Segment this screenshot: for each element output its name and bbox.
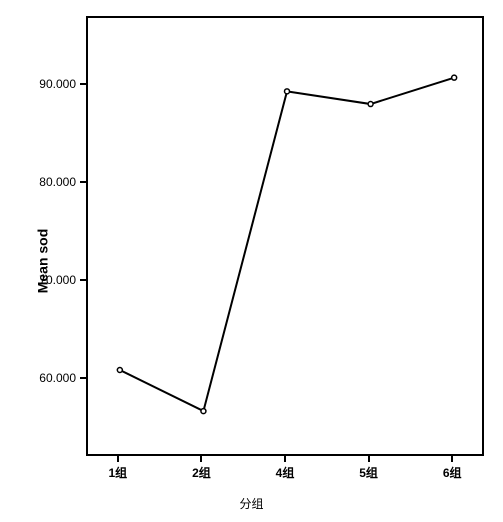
x-tick-label: 5组 (359, 464, 378, 481)
chart-container: Mean sod 分组 60.00070.00080.00090.0001组2组… (8, 8, 495, 514)
plot-area (86, 16, 484, 456)
data-point-marker (285, 89, 290, 94)
data-point-marker (201, 409, 206, 414)
x-axis-title: 分组 (239, 495, 263, 512)
x-tick-label: 4组 (276, 464, 295, 481)
x-tick-mark (368, 456, 370, 462)
data-point-marker (117, 368, 122, 373)
data-point-marker (368, 102, 373, 107)
y-tick-mark (80, 377, 86, 379)
y-tick-mark (80, 181, 86, 183)
x-tick-label: 2组 (192, 464, 211, 481)
x-tick-mark (117, 456, 119, 462)
y-tick-label: 70.000 (39, 273, 76, 287)
x-tick-mark (284, 456, 286, 462)
series-line (120, 78, 454, 411)
x-tick-mark (451, 456, 453, 462)
x-tick-label: 1组 (108, 464, 127, 481)
line-series (88, 18, 486, 458)
y-tick-mark (80, 279, 86, 281)
y-tick-mark (80, 83, 86, 85)
y-tick-label: 60.000 (39, 371, 76, 385)
x-tick-mark (200, 456, 202, 462)
y-tick-label: 80.000 (39, 175, 76, 189)
y-tick-label: 90.000 (39, 77, 76, 91)
x-tick-label: 6组 (443, 464, 462, 481)
data-point-marker (452, 75, 457, 80)
